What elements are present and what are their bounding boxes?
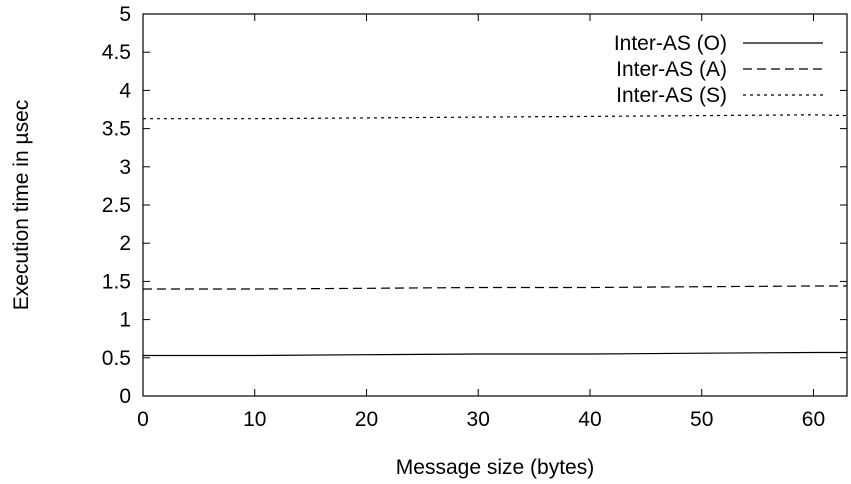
y-tick-label: 4.5 (102, 41, 131, 64)
legend-label: Inter-AS (S) (616, 84, 727, 107)
x-tick-label: 40 (578, 408, 601, 431)
x-tick-label: 60 (802, 408, 825, 431)
y-tick-label: 1.5 (102, 270, 131, 293)
x-tick-label: 20 (355, 408, 378, 431)
x-tick-label: 30 (467, 408, 490, 431)
legend-label: Inter-AS (A) (616, 58, 727, 81)
y-tick-label: 2.5 (102, 194, 131, 217)
y-axis-label: Execution time in µsec (10, 100, 33, 311)
series-line-dotted (143, 115, 847, 119)
y-tick-label: 3 (119, 156, 131, 179)
y-tick-label: 0.5 (102, 347, 131, 370)
series-line-solid (143, 353, 847, 356)
y-tick-label: 4 (119, 79, 131, 102)
x-tick-label: 50 (690, 408, 713, 431)
x-tick-label: 10 (243, 408, 266, 431)
y-tick-label: 0 (119, 385, 131, 408)
x-axis-label: Message size (bytes) (396, 456, 594, 479)
y-tick-label: 5 (119, 3, 131, 26)
x-tick-label: 0 (137, 408, 149, 431)
y-tick-label: 3.5 (102, 118, 131, 141)
legend-label: Inter-AS (O) (614, 32, 727, 55)
y-tick-label: 2 (119, 232, 131, 255)
y-tick-label: 1 (119, 309, 131, 332)
series-line-dashed (143, 286, 847, 289)
plot-area-frame (143, 14, 847, 396)
